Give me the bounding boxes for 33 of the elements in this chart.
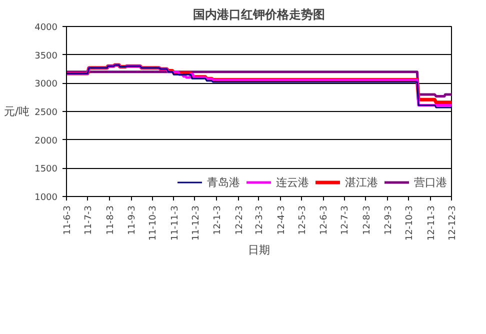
x-tick-label: 12-7-3 bbox=[340, 205, 351, 235]
x-tick-label: 11-8-3 bbox=[106, 205, 116, 235]
legend-label: 连云港 bbox=[276, 174, 309, 190]
x-tick-label: 11-10-3 bbox=[148, 205, 159, 241]
x-tick-label: 12-9-3 bbox=[384, 205, 394, 235]
x-tick-label: 12-1-3 bbox=[213, 205, 224, 235]
legend-label: 营口港 bbox=[414, 174, 447, 190]
x-tick-label: 12-10-3 bbox=[405, 205, 416, 241]
y-tick-label: 1500 bbox=[34, 164, 58, 175]
x-tick-label: 12-12-3 bbox=[448, 205, 458, 241]
x-tick-label: 11-6-3 bbox=[63, 205, 73, 235]
x-tick-label: 12-4-3 bbox=[276, 205, 287, 235]
y-tick-label: 3000 bbox=[34, 80, 58, 90]
x-tick-label: 12-6-3 bbox=[320, 205, 330, 235]
y-tick-label: 3500 bbox=[34, 51, 58, 62]
x-axis-title: 日期 bbox=[248, 244, 270, 257]
x-tick-label: 12-2-3 bbox=[234, 205, 245, 235]
x-tick-label: 11-9-3 bbox=[128, 205, 138, 235]
legend-label: 湛江港 bbox=[345, 174, 378, 190]
y-axis-title: 元/吨 bbox=[4, 105, 30, 118]
x-tick-label: 11-12-3 bbox=[191, 205, 202, 241]
x-tick-label: 12-3-3 bbox=[255, 205, 266, 235]
x-tick-label: 12-11-3 bbox=[426, 205, 437, 241]
x-tick-label: 12-5-3 bbox=[298, 205, 308, 235]
x-tick-label: 12-8-3 bbox=[362, 205, 372, 235]
chart-title: 国内港口红钾价格走势图 bbox=[193, 8, 325, 22]
y-tick-label: 4000 bbox=[34, 23, 58, 33]
y-tick-label: 2000 bbox=[34, 136, 58, 146]
legend-label: 青岛港 bbox=[207, 174, 240, 190]
y-tick-label: 2500 bbox=[34, 108, 58, 118]
x-tick-label: 11-7-3 bbox=[84, 205, 94, 235]
y-tick-label: 1000 bbox=[34, 193, 58, 203]
x-tick-label: 11-11-3 bbox=[170, 205, 180, 241]
